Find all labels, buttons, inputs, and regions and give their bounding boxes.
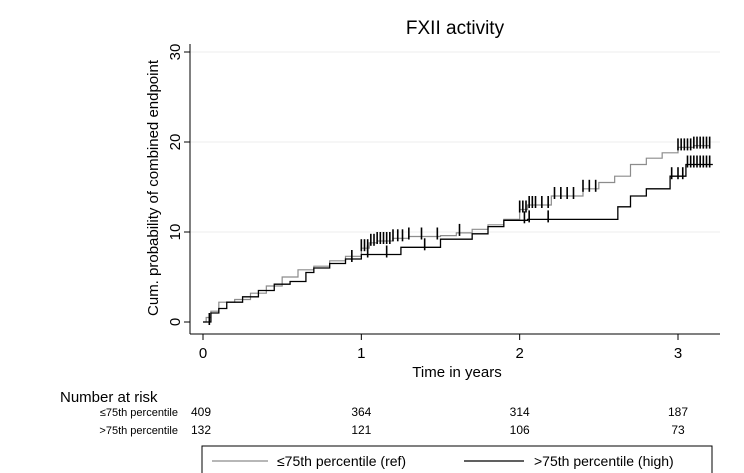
legend-label-high: >75th percentile (high) (534, 453, 674, 469)
y-tick-label: 10 (167, 224, 184, 241)
x-axis-label: Time in years (412, 364, 501, 381)
y-tick-label: 0 (167, 318, 184, 326)
series-line-1 (203, 145, 710, 323)
legend: ≤75th percentile (ref) >75th percentile (… (201, 445, 713, 473)
risk-value: 314 (510, 405, 530, 419)
risk-value: 132 (191, 423, 211, 437)
series-group (203, 136, 713, 325)
risk-row-label: ≤75th percentile (100, 407, 178, 419)
x-tick-label: 3 (674, 345, 682, 362)
x-tick-label: 0 (199, 345, 207, 362)
risk-value: 106 (510, 423, 530, 437)
risk-value: 364 (351, 405, 371, 419)
risk-row-label: >75th percentile (99, 425, 178, 437)
risk-value: 73 (671, 423, 685, 437)
x-tick-label: 2 (515, 345, 523, 362)
chart-title: FXII activity (406, 18, 505, 39)
risk-value: 187 (668, 405, 688, 419)
risk-value: 121 (351, 423, 371, 437)
x-tick-label: 1 (357, 345, 365, 362)
series-line-2 (203, 163, 713, 323)
y-tick-label: 20 (167, 134, 184, 151)
risk-table-header: Number at risk (60, 389, 158, 406)
risk-table: ≤75th percentile 409 364 314 187 >75th percen… (99, 405, 688, 437)
legend-label-ref: ≤75th percentile (ref) (277, 453, 406, 469)
legend-box (201, 445, 713, 473)
y-axis-label: Cum. probability of combined endpoint (145, 59, 162, 316)
y-tick-label: 30 (167, 44, 184, 61)
x-axis: 0 1 2 3 (190, 333, 720, 362)
risk-value: 409 (191, 405, 211, 419)
grid (190, 51, 720, 233)
y-axis: 0 10 20 30 (167, 44, 191, 334)
